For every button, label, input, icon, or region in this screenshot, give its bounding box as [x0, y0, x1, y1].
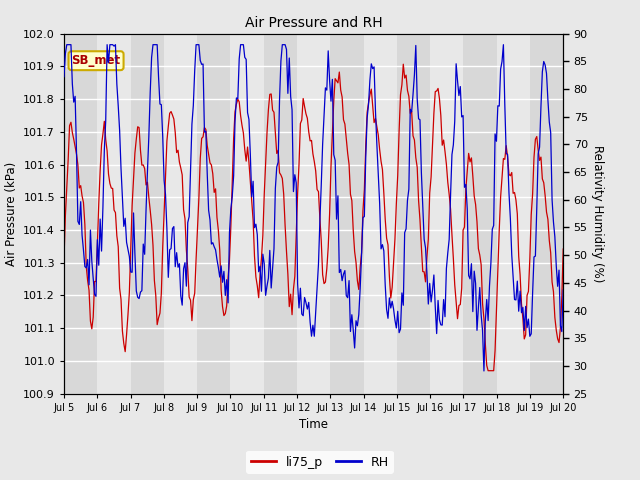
- Title: Air Pressure and RH: Air Pressure and RH: [244, 16, 383, 30]
- Bar: [430, 34, 463, 394]
- Bar: [297, 34, 330, 394]
- Bar: [463, 34, 497, 394]
- Bar: [164, 34, 197, 394]
- Bar: [530, 34, 563, 394]
- Bar: [397, 34, 430, 394]
- X-axis label: Time: Time: [299, 418, 328, 431]
- Bar: [330, 34, 364, 394]
- Bar: [97, 34, 131, 394]
- Bar: [64, 34, 97, 394]
- Bar: [264, 34, 297, 394]
- Y-axis label: Air Pressure (kPa): Air Pressure (kPa): [4, 161, 18, 266]
- Bar: [364, 34, 397, 394]
- Text: SB_met: SB_met: [72, 54, 120, 67]
- Bar: [230, 34, 264, 394]
- Bar: [131, 34, 164, 394]
- Y-axis label: Relativity Humidity (%): Relativity Humidity (%): [591, 145, 604, 282]
- Bar: [197, 34, 230, 394]
- Bar: [497, 34, 530, 394]
- Legend: li75_p, RH: li75_p, RH: [246, 451, 394, 474]
